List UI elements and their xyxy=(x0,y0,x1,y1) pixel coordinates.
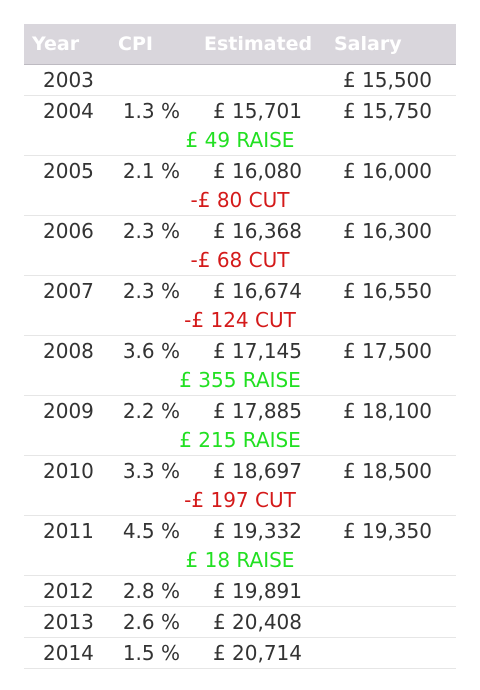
estimated-cell: £ 20,408 xyxy=(212,610,302,634)
header-salary[interactable]: Salary xyxy=(334,33,402,55)
cut-label: -£ 68 CUT xyxy=(190,248,290,272)
year-cell: 2006 xyxy=(43,219,94,243)
raise-label: £ 49 RAISE xyxy=(185,128,295,152)
cpi-cell: 3.3 % xyxy=(122,459,180,483)
raise-label: £ 18 RAISE xyxy=(185,548,295,572)
cpi-cell: 2.3 % xyxy=(122,219,180,243)
raise-label: £ 215 RAISE xyxy=(179,428,301,452)
cpi-cell: 1.3 % xyxy=(122,99,180,123)
raise-label: £ 355 RAISE xyxy=(179,368,301,392)
salary-cell: £ 18,100 xyxy=(342,399,432,423)
year-cell: 2004 xyxy=(43,99,94,123)
year-cell: 2014 xyxy=(43,641,94,665)
table-row: 2013 2.6 % £ 20,408 xyxy=(24,607,456,638)
salary-cell: £ 18,500 xyxy=(342,459,432,483)
estimated-cell: £ 16,080 xyxy=(212,159,302,183)
cpi-cell: 2.3 % xyxy=(122,279,180,303)
cut-label: -£ 197 CUT xyxy=(184,488,296,512)
table-row: 2004 1.3 % £ 15,701 £ 15,750 £ 49 RAISE xyxy=(24,96,456,156)
salary-cell: £ 15,500 xyxy=(342,68,432,92)
table-row: 2006 2.3 % £ 16,368 £ 16,300 -£ 68 CUT xyxy=(24,216,456,276)
year-cell: 2008 xyxy=(43,339,94,363)
year-cell: 2007 xyxy=(43,279,94,303)
cut-label: -£ 80 CUT xyxy=(190,188,290,212)
salary-cell: £ 17,500 xyxy=(342,339,432,363)
estimated-cell: £ 19,891 xyxy=(212,579,302,603)
year-cell: 2011 xyxy=(43,519,94,543)
cut-label: -£ 124 CUT xyxy=(184,308,296,332)
table-row: 2007 2.3 % £ 16,674 £ 16,550 -£ 124 CUT xyxy=(24,276,456,336)
salary-cell: £ 15,750 xyxy=(342,99,432,123)
salary-cell: £ 16,300 xyxy=(342,219,432,243)
table-row: 2005 2.1 % £ 16,080 £ 16,000 -£ 80 CUT xyxy=(24,156,456,216)
salary-cell: £ 19,350 xyxy=(342,519,432,543)
header-year[interactable]: Year xyxy=(32,33,80,55)
table-header: Year CPI Estimated Salary xyxy=(24,24,456,65)
table-row: 2010 3.3 % £ 18,697 £ 18,500 -£ 197 CUT xyxy=(24,456,456,516)
estimated-cell: £ 19,332 xyxy=(212,519,302,543)
salary-table: Year CPI Estimated Salary 2003 £ 15,500 … xyxy=(24,24,456,669)
header-cpi[interactable]: CPI xyxy=(118,33,153,55)
estimated-cell: £ 16,674 xyxy=(212,279,302,303)
year-cell: 2012 xyxy=(43,579,94,603)
table-row: 2014 1.5 % £ 20,714 xyxy=(24,638,456,669)
cpi-cell: 2.2 % xyxy=(122,399,180,423)
year-cell: 2013 xyxy=(43,610,94,634)
table-row: 2009 2.2 % £ 17,885 £ 18,100 £ 215 RAISE xyxy=(24,396,456,456)
estimated-cell: £ 15,701 xyxy=(212,99,302,123)
estimated-cell: £ 16,368 xyxy=(212,219,302,243)
cpi-cell: 2.1 % xyxy=(122,159,180,183)
cpi-cell: 2.8 % xyxy=(122,579,180,603)
cpi-cell: 4.5 % xyxy=(122,519,180,543)
salary-cell: £ 16,000 xyxy=(342,159,432,183)
estimated-cell: £ 20,714 xyxy=(212,641,302,665)
salary-cell: £ 16,550 xyxy=(342,279,432,303)
estimated-cell: £ 17,885 xyxy=(212,399,302,423)
header-estimated[interactable]: Estimated xyxy=(204,33,313,55)
estimated-cell: £ 17,145 xyxy=(212,339,302,363)
table-row: 2003 £ 15,500 xyxy=(24,65,456,96)
estimated-cell: £ 18,697 xyxy=(212,459,302,483)
table-row: 2012 2.8 % £ 19,891 xyxy=(24,576,456,607)
cpi-cell: 2.6 % xyxy=(122,610,180,634)
table-row: 2008 3.6 % £ 17,145 £ 17,500 £ 355 RAISE xyxy=(24,336,456,396)
table-row: 2011 4.5 % £ 19,332 £ 19,350 £ 18 RAISE xyxy=(24,516,456,576)
year-cell: 2003 xyxy=(43,68,94,92)
cpi-cell: 1.5 % xyxy=(122,641,180,665)
year-cell: 2010 xyxy=(43,459,94,483)
year-cell: 2009 xyxy=(43,399,94,423)
year-cell: 2005 xyxy=(43,159,94,183)
cpi-cell: 3.6 % xyxy=(122,339,180,363)
